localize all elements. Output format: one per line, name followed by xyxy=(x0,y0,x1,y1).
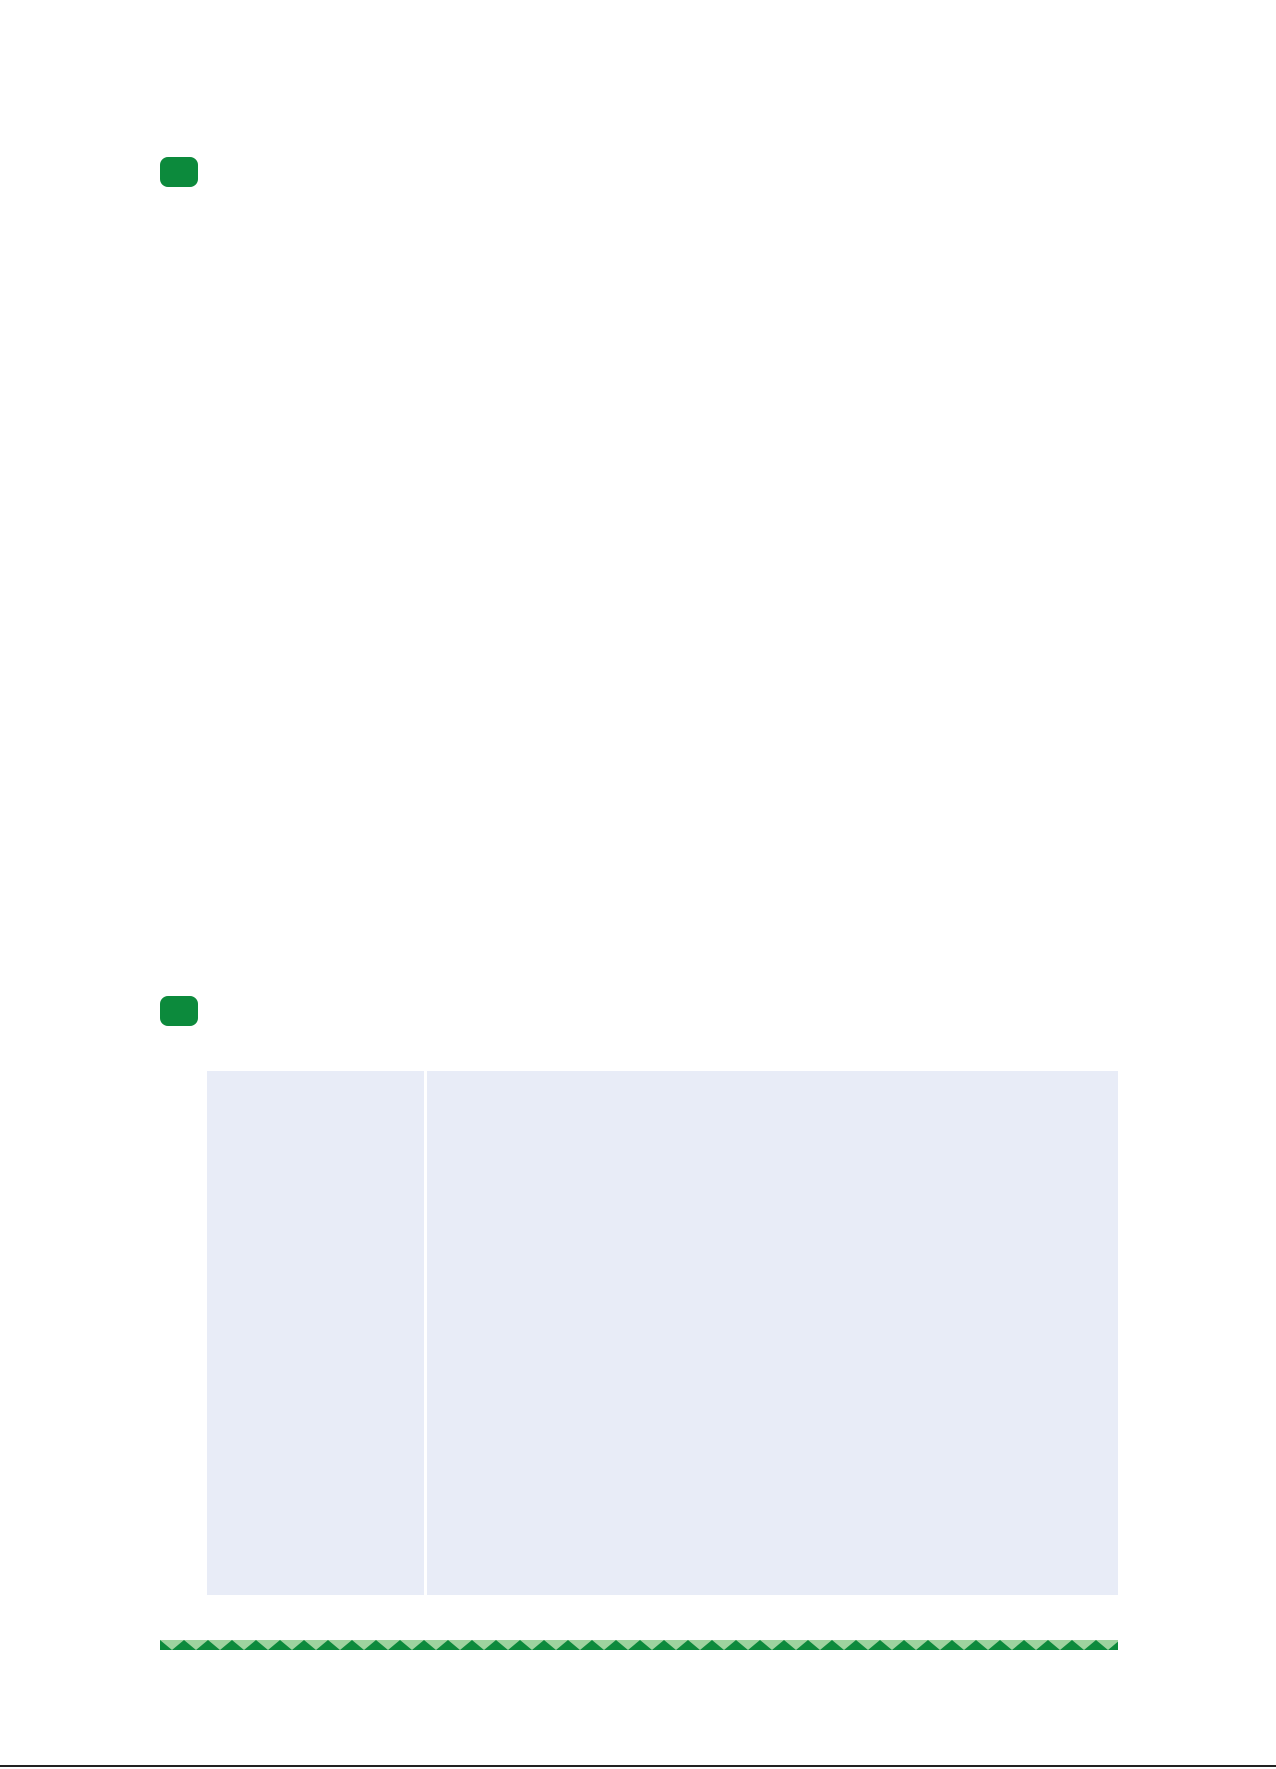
stripe-triangle xyxy=(736,1640,760,1650)
stripe-triangle xyxy=(256,1640,280,1650)
stripe-triangle xyxy=(424,1640,448,1650)
stripe-triangle xyxy=(1096,1640,1118,1650)
stripe-triangle xyxy=(856,1640,880,1650)
decorative-zigzag-stripe xyxy=(160,1640,1118,1650)
info-table-content-column xyxy=(427,1071,1118,1595)
stripe-triangle xyxy=(1000,1640,1024,1650)
stripe-triangle xyxy=(928,1640,952,1650)
stripe-triangle xyxy=(952,1640,976,1650)
stripe-triangle xyxy=(448,1640,472,1650)
bottom-rule xyxy=(0,1765,1276,1767)
stripe-triangle xyxy=(472,1640,496,1650)
stripe-triangle xyxy=(760,1640,784,1650)
stripe-triangle xyxy=(616,1640,640,1650)
section-marker-icon xyxy=(160,996,198,1026)
stripe-triangle xyxy=(640,1640,664,1650)
stripe-triangle xyxy=(496,1640,520,1650)
stripe-triangle xyxy=(280,1640,304,1650)
stripe-triangle xyxy=(400,1640,424,1650)
stripe-triangle xyxy=(976,1640,1000,1650)
info-table xyxy=(207,1071,1118,1595)
stripe-triangle xyxy=(592,1640,616,1650)
stripe-triangle xyxy=(568,1640,592,1650)
stripe-triangle xyxy=(1072,1640,1096,1650)
stripe-triangle xyxy=(784,1640,808,1650)
stripe-triangle xyxy=(160,1640,184,1650)
stripe-triangle xyxy=(304,1640,328,1650)
stripe-triangle xyxy=(1024,1640,1048,1650)
section-marker-icon xyxy=(160,157,198,187)
stripe-triangle xyxy=(520,1640,544,1650)
stripe-triangle xyxy=(184,1640,208,1650)
stripe-triangle xyxy=(352,1640,376,1650)
stripe-triangle xyxy=(232,1640,256,1650)
stripe-triangle xyxy=(688,1640,712,1650)
stripe-triangle xyxy=(712,1640,736,1650)
stripe-triangle xyxy=(1048,1640,1072,1650)
stripe-triangle xyxy=(328,1640,352,1650)
stripe-triangle xyxy=(880,1640,904,1650)
stripe-triangle xyxy=(808,1640,832,1650)
stripe-triangle xyxy=(664,1640,688,1650)
stripe-triangle xyxy=(832,1640,856,1650)
info-table-label-column xyxy=(207,1071,427,1595)
stripe-triangle xyxy=(208,1640,232,1650)
stripe-triangle xyxy=(376,1640,400,1650)
stripe-triangle xyxy=(904,1640,928,1650)
stripe-triangle xyxy=(544,1640,568,1650)
